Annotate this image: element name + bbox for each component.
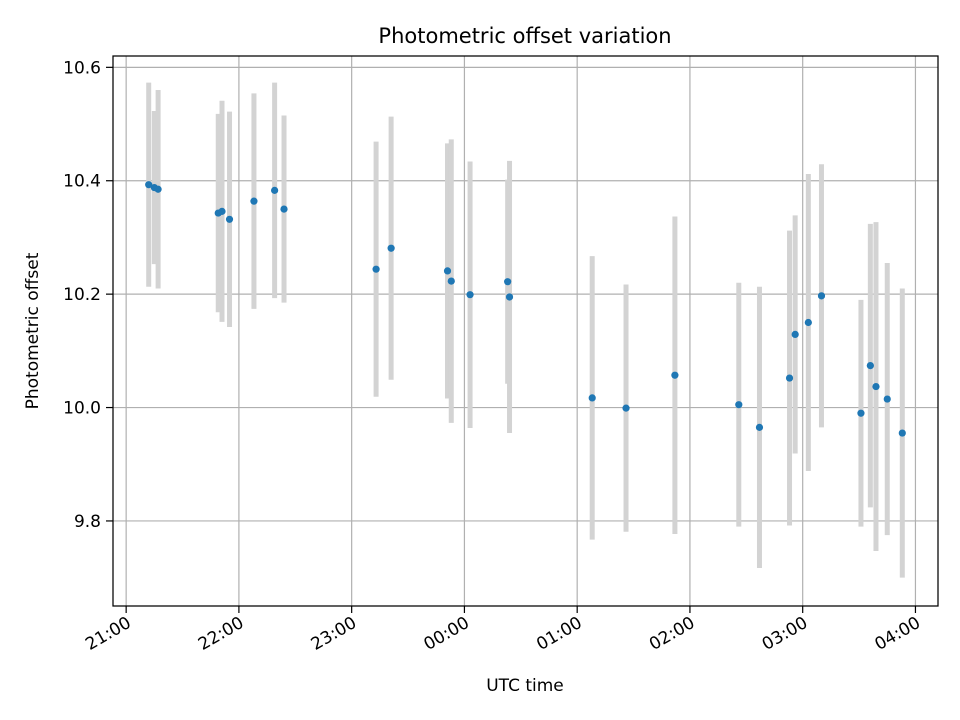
data-point [505, 293, 514, 301]
data-point [443, 267, 452, 275]
data-point [735, 401, 743, 409]
data-point [872, 382, 880, 391]
data-point [280, 205, 288, 213]
y-axis-ticks: 9.8 10.0 10.2 10.4 10.6 [63, 58, 113, 532]
data-point [372, 265, 380, 273]
data-point [466, 291, 474, 299]
data-point [588, 394, 596, 402]
plot-frame [112, 55, 939, 607]
y-axis-title: Photometric offset [23, 252, 43, 409]
data-point [387, 244, 395, 252]
data-point [447, 277, 455, 285]
y-tick-label: 9.8 [74, 512, 101, 532]
data-point [857, 409, 865, 417]
data-point [504, 278, 512, 286]
data-point [804, 318, 812, 327]
data-point [671, 371, 679, 379]
data-point [622, 404, 630, 412]
y-tick-label: 10.6 [63, 58, 101, 78]
data-point [218, 207, 226, 215]
x-axis-title: UTC time [486, 676, 564, 696]
chart-title: Photometric offset variation [378, 24, 671, 48]
y-tick-label: 10.0 [63, 399, 101, 419]
grid-lines [113, 56, 938, 606]
data-point [785, 374, 794, 382]
y-tick-label: 10.2 [63, 285, 101, 305]
data-point [791, 330, 799, 339]
data-point [145, 181, 153, 189]
data-point [817, 292, 826, 300]
data-points [145, 181, 906, 437]
data-point [755, 423, 764, 431]
data-point [225, 215, 234, 223]
data-point [250, 197, 258, 205]
data-point [898, 429, 906, 437]
data-point [866, 361, 874, 370]
data-point [271, 186, 279, 194]
y-tick-label: 10.4 [63, 172, 101, 192]
data-point [883, 395, 891, 403]
data-point [154, 185, 162, 193]
